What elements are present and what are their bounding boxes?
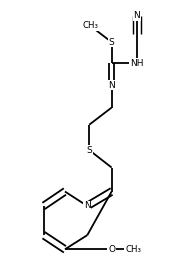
Text: S: S (86, 145, 92, 155)
Text: CH₃: CH₃ (125, 245, 141, 254)
Text: N: N (108, 81, 115, 90)
Text: N: N (133, 11, 140, 20)
Text: O: O (108, 245, 115, 254)
Text: S: S (109, 38, 114, 47)
Text: NH: NH (130, 59, 144, 68)
Text: N: N (84, 201, 91, 210)
Text: CH₃: CH₃ (82, 21, 98, 30)
